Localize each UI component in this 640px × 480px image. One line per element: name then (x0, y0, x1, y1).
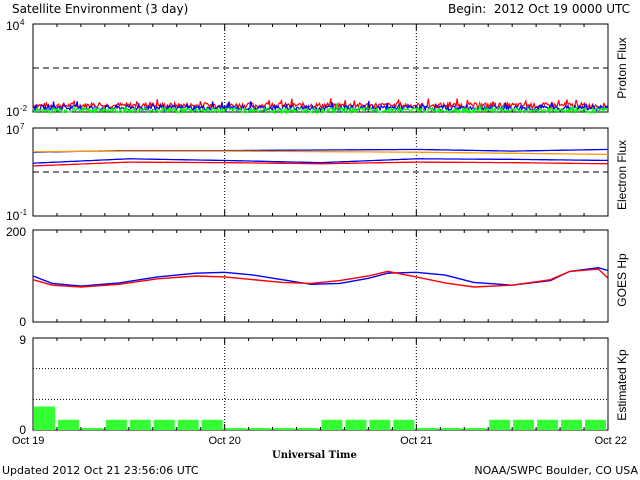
kp-bar (393, 419, 415, 430)
kp-bar (321, 419, 343, 430)
y-tick-exp: 7 (20, 122, 25, 131)
y-tick-label-top: 200 (6, 225, 26, 239)
proton-ylabel: Proton Flux (615, 37, 629, 98)
x-tick-label: Oct 19 (12, 435, 44, 447)
kp-bar (513, 419, 535, 430)
kp-bar (345, 419, 367, 430)
proton-series-red (32, 98, 609, 111)
kp-bar (57, 419, 79, 430)
source-credit: NOAA/SWPC Boulder, CO USA (474, 464, 638, 477)
kp-bar (561, 419, 583, 430)
chart-title: Satellite Environment (3 day) (12, 2, 189, 16)
updated-time: Updated 2012 Oct 21 23:56:06 UTC (2, 464, 199, 477)
y-tick-label-top: 9 (19, 333, 26, 347)
kp-bar (537, 419, 559, 430)
x-tick-label: Oct 21 (400, 435, 432, 447)
electron-series-1 (32, 150, 608, 156)
x-tick-label: Oct 22 (595, 435, 627, 447)
kp-bar (489, 419, 511, 430)
y-tick-label-bottom: 10 -2 (6, 104, 28, 119)
kp-bar (201, 419, 223, 430)
panel-frame (32, 337, 609, 431)
panel-frame (32, 127, 609, 217)
kp-bar (297, 427, 319, 430)
kp-ylabel: Estimated Kp (615, 349, 629, 421)
kp-bar (105, 419, 127, 430)
y-tick-exp: -1 (20, 208, 28, 217)
proton-series-green (32, 103, 609, 115)
y-tick-base: 10 (6, 19, 20, 33)
y-tick-base: 10 (6, 123, 20, 137)
y-tick-label-top: 10 4 (6, 18, 25, 33)
kp-bar (417, 427, 439, 430)
kp-bar (441, 427, 463, 430)
y-tick-label-bottom: 0 (19, 423, 26, 437)
y-tick-base: 10 (6, 209, 20, 223)
x-axis-label: Universal Time (272, 450, 357, 461)
electron-series-2 (32, 158, 608, 164)
kp-bar (273, 427, 295, 430)
panel-frame (32, 229, 609, 323)
panel-frame (32, 23, 609, 113)
kp-bar (585, 419, 606, 430)
x-tick-label: Oct 20 (208, 435, 240, 447)
kp-bar (34, 406, 55, 430)
kp-bar (81, 427, 103, 430)
y-tick-base: 10 (6, 105, 20, 119)
kp-bar (129, 419, 151, 430)
hp-ylabel: GOES Hp (615, 253, 629, 307)
kp-bar (177, 419, 199, 430)
kp-bar (369, 419, 391, 430)
electron-ylabel: Electron Flux (615, 140, 629, 210)
hp-series-red (32, 268, 609, 288)
y-tick-exp: -2 (20, 104, 28, 113)
y-tick-label-bottom: 10 -1 (6, 208, 28, 223)
y-tick-label-top: 10 7 (6, 122, 25, 137)
y-tick-label-bottom: 0 (19, 315, 26, 329)
kp-bar (225, 427, 247, 430)
kp-bar (153, 419, 175, 430)
y-tick-exp: 4 (20, 18, 25, 27)
begin-time: Begin: 2012 Oct 19 0000 UTC (448, 2, 630, 16)
electron-series-3 (33, 161, 609, 167)
kp-bar (465, 427, 487, 430)
kp-bar (249, 427, 271, 430)
